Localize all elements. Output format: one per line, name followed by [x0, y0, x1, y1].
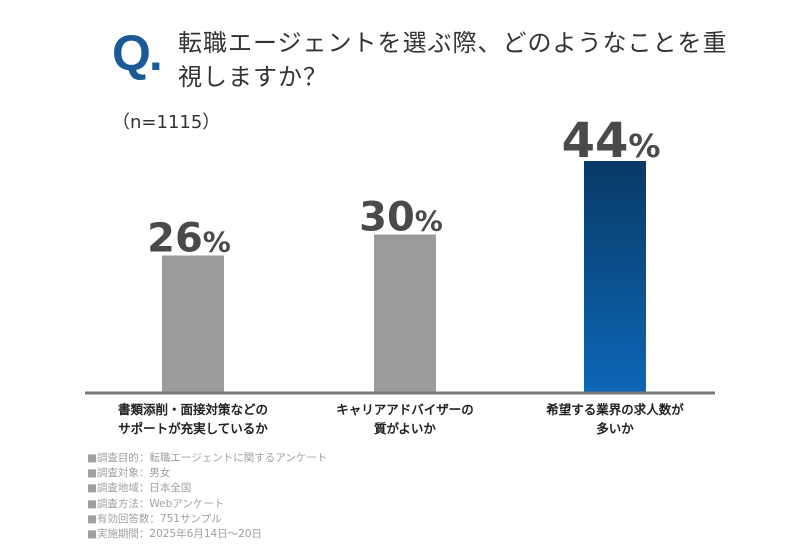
q-letter: Q: [112, 25, 151, 81]
note-purpose: ■調査目的：転職エージェントに関するアンケート: [87, 452, 328, 464]
category-label-line: 多いか: [596, 421, 634, 436]
note-responses: ■有効回答数：751サンプル: [87, 512, 222, 525]
value-number: 44: [562, 113, 629, 169]
value-percent: %: [628, 127, 660, 165]
value-number: 26: [147, 216, 203, 262]
q-mark: Q.: [112, 25, 163, 81]
value-percent: %: [203, 226, 231, 259]
value-label-3: 44%: [562, 113, 661, 169]
category-label-line: 希望する業界の求人数が: [545, 402, 684, 417]
value-label-1: 26%: [147, 216, 231, 262]
bar-3: [584, 161, 646, 392]
bar-1: [162, 255, 224, 392]
category-label-line: 書類添削・面接対策などの: [118, 402, 268, 417]
q-dot: .: [148, 25, 163, 81]
note-region: ■調査地域：日本全国: [87, 482, 192, 495]
category-label-line: 質がよいか: [374, 421, 436, 436]
sample-size: （n=1115）: [112, 112, 221, 133]
category-label-2: キャリアアドバイザーの質がよいか: [336, 402, 474, 436]
value-label-2: 30%: [359, 195, 443, 241]
category-label-line: キャリアアドバイザーの: [336, 402, 474, 417]
note-period: ■実施期間：2025年6月14日～20日: [87, 528, 263, 541]
category-label-1: 書類添削・面接対策などのサポートが充実しているか: [118, 402, 268, 436]
survey-notes: ■調査目的：転職エージェントに関するアンケート ■調査対象：男女 ■調査地域：日…: [87, 451, 327, 542]
value-number: 30: [359, 195, 415, 241]
value-percent: %: [415, 205, 443, 238]
bar-2: [374, 234, 436, 392]
note-target: ■調査対象：男女: [87, 467, 171, 480]
question-text: 転職エージェントを選ぶ際、どのようなことを重視しますか？: [178, 29, 728, 91]
note-method: ■調査方法：Webアンケート: [87, 497, 225, 510]
category-label-3: 希望する業界の求人数が多いか: [545, 402, 684, 436]
category-label-line: サポートが充実しているか: [118, 421, 268, 436]
